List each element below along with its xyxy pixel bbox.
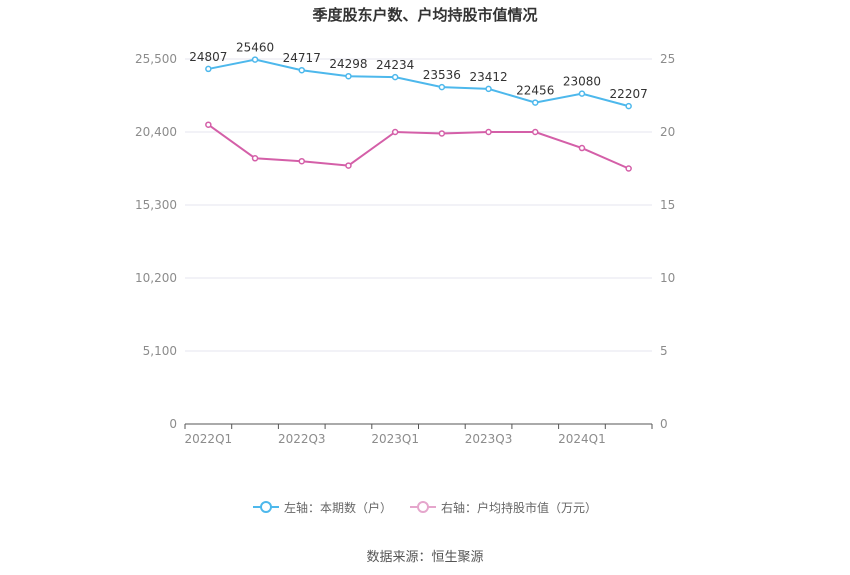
left-tick-label: 10,200 (135, 271, 177, 285)
series-point-0 (578, 90, 586, 97)
left-tick-label: 25,500 (135, 52, 177, 66)
right-tick-label: 0 (660, 417, 668, 431)
source-note: 数据来源：恒生聚源 (366, 550, 484, 565)
left-tick-label: 0 (169, 417, 177, 431)
chart-title: 季度股东户数、户均持股市值情况 (312, 6, 538, 24)
series-point-1 (345, 162, 352, 169)
series-point-1 (578, 144, 586, 152)
data-label: 22456 (516, 84, 554, 98)
x-tick-label: 2024Q1 (558, 432, 606, 446)
data-labels: 24807 25460 24717 24298 24234 23536 23412 22456… (189, 41, 647, 102)
series-line-0 (208, 58, 629, 108)
x-tick-label: 2023Q1 (371, 432, 419, 446)
right-tick-label: 25 (660, 52, 675, 66)
x-tick-label: 2023Q3 (465, 432, 513, 446)
data-label: 23080 (563, 75, 601, 89)
series-point-0 (345, 72, 352, 80)
right-tick-label: 15 (660, 198, 675, 212)
series-point-1 (485, 128, 492, 136)
series-point-1 (205, 121, 212, 128)
series-point-1 (391, 128, 399, 136)
legend-label-households: 左轴：本期数（户） (283, 500, 392, 515)
grid-lines (185, 58, 652, 352)
series-point-1 (251, 155, 259, 162)
right-tick-label: 20 (660, 125, 675, 139)
left-tick-label: 15,300 (135, 198, 177, 212)
legend-swatch-avg-value-icon (410, 500, 436, 514)
data-label: 25460 (236, 41, 274, 55)
right-tick-label: 5 (660, 344, 668, 358)
series-point-0 (251, 56, 259, 63)
data-label: 24234 (376, 58, 414, 72)
data-label: 24807 (189, 50, 227, 64)
series-point-0 (298, 66, 305, 74)
right-tick-label: 10 (660, 271, 675, 285)
x-tick-label: 2022Q3 (278, 432, 326, 446)
data-label: 24298 (329, 57, 367, 71)
legend-item-households[interactable]: 左轴：本期数（户） (252, 499, 392, 516)
legend: 左轴：本期数（户） 右轴：户均持股市值（万元） (0, 497, 850, 517)
series-point-0 (205, 65, 212, 73)
series-line-1 (207, 123, 630, 170)
axes: 0 0 5,100 5 10,200 10 15,300 15 20,400 20 25,500 25… (135, 52, 675, 446)
series-point-1 (625, 165, 632, 172)
series-point-0 (485, 85, 492, 93)
series-layer (205, 56, 632, 172)
data-label: 23412 (469, 70, 507, 84)
legend-swatch-households-icon (252, 500, 279, 514)
series-point-0 (438, 83, 446, 91)
x-tick-label: 2022Q1 (185, 432, 233, 446)
data-label: 23536 (423, 68, 461, 82)
series-point-1 (532, 128, 539, 136)
left-tick-label: 20,400 (135, 125, 177, 139)
left-tick-label: 5,100 (143, 344, 177, 358)
series-point-0 (391, 73, 399, 81)
legend-item-avg-value[interactable]: 右轴：户均持股市值（万元） (410, 499, 597, 516)
series-point-0 (625, 102, 632, 110)
data-label: 24717 (283, 51, 321, 65)
series-point-0 (532, 99, 539, 106)
data-label: 22207 (610, 87, 648, 101)
series-point-1 (438, 130, 446, 137)
legend-label-avg-value: 右轴：户均持股市值（万元） (441, 500, 598, 515)
series-point-1 (298, 157, 305, 165)
